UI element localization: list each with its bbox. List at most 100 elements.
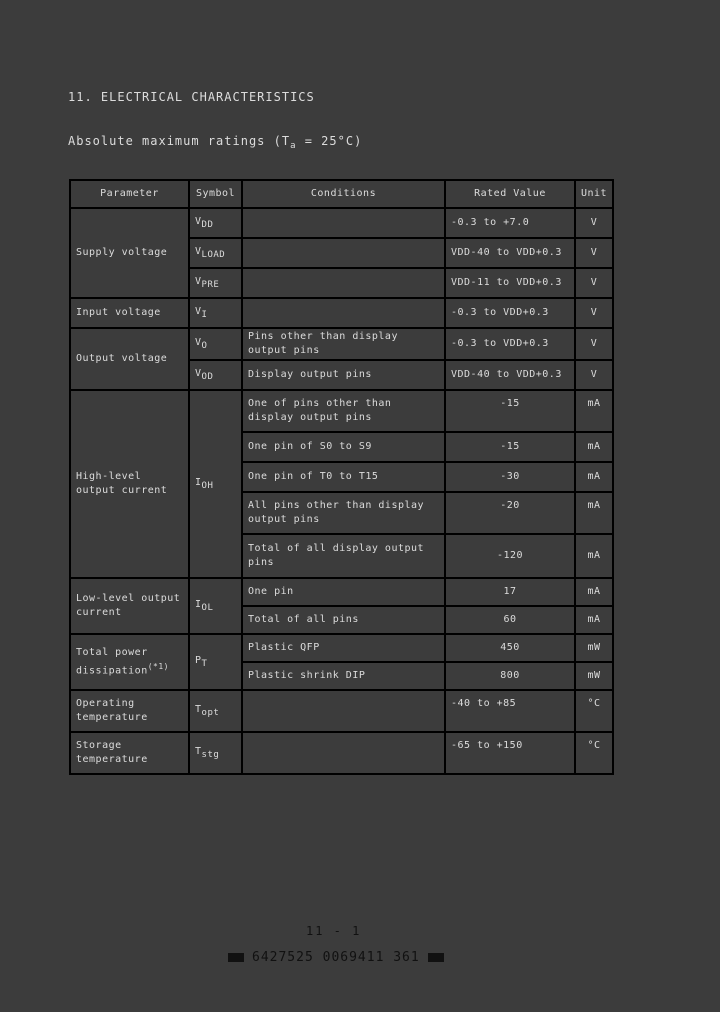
symbol-cell: Tstg xyxy=(188,731,243,775)
value-cell: -65 to +150 xyxy=(444,731,576,775)
header-parameter: Parameter xyxy=(69,179,190,209)
unit-cell: mA xyxy=(573,461,615,493)
unit-cell: °C xyxy=(573,731,615,775)
table-row: Total power dissipation(*1) PT Plastic Q… xyxy=(69,633,615,691)
table-row: Operating temperature Topt -40 to +85 °C xyxy=(69,689,615,733)
value-cell: -15 xyxy=(444,389,576,433)
cond-cell xyxy=(241,731,446,775)
value-cell: VDD-40 to VDD+0.3 xyxy=(444,237,576,269)
unit-cell: V xyxy=(573,237,615,269)
table-row: All pins other than display output pins … xyxy=(70,491,615,535)
unit-cell: V xyxy=(573,297,615,329)
symbol-cell: VOD xyxy=(188,359,243,391)
unit-cell: mA xyxy=(573,577,615,607)
cond-cell xyxy=(241,237,446,269)
symbol-cell: Topt xyxy=(188,689,243,733)
param-cell: Input voltage xyxy=(69,297,190,329)
cond-cell: All pins other than display output pins xyxy=(241,491,446,535)
cond-cell: One pin xyxy=(241,577,446,607)
unit-cell: mA xyxy=(573,491,615,535)
value-cell: VDD-11 to VDD+0.3 xyxy=(444,267,576,299)
cond-cell: Total of all pins xyxy=(241,605,446,635)
page-number: 11 - 1 xyxy=(306,924,362,938)
header-unit: Unit xyxy=(573,179,615,209)
value-cell: VDD-40 to VDD+0.3 xyxy=(444,359,576,391)
symbol-cell: IOH xyxy=(188,389,243,579)
table-row: Input voltage VI -0.3 to VDD+0.3 V xyxy=(69,297,615,329)
section-title: 11. ELECTRICAL CHARACTERISTICS xyxy=(68,90,315,104)
table-caption: Absolute maximum ratings (Ta = 25°C) xyxy=(68,134,363,151)
value-cell: -120 xyxy=(444,533,576,579)
value-cell: 60 xyxy=(444,605,576,635)
value-cell: -0.3 to +7.0 xyxy=(444,207,576,239)
cond-cell: One pin of S0 to S9 xyxy=(241,431,446,463)
table-row: VPRE VDD-11 to VDD+0.3 V xyxy=(70,267,615,299)
cond-cell xyxy=(241,207,446,239)
unit-cell: mA xyxy=(573,389,615,433)
value-cell: -40 to +85 xyxy=(444,689,576,733)
unit-cell: V xyxy=(573,359,615,391)
symbol-cell: VDD xyxy=(188,207,243,239)
value-cell: -15 xyxy=(444,431,576,463)
param-cell: Low-level output current xyxy=(69,577,190,635)
table-row: Plastic shrink DIP 800 mW xyxy=(70,661,615,691)
value-cell: -0.3 to VDD+0.3 xyxy=(444,297,576,329)
symbol-cell: PT xyxy=(188,633,243,691)
table-row: VOD Display output pins VDD-40 to VDD+0.… xyxy=(70,359,615,391)
header-conditions: Conditions xyxy=(241,179,446,209)
value-cell: 450 xyxy=(444,633,576,663)
cond-cell: One of pins other than display output pi… xyxy=(241,389,446,433)
symbol-cell: VLOAD xyxy=(188,237,243,269)
barcode-block-right xyxy=(427,953,444,962)
value-cell: 800 xyxy=(444,661,576,691)
cond-cell: One pin of T0 to T15 xyxy=(241,461,446,493)
table-row: Total of all display output pins -120 mA xyxy=(70,533,615,579)
param-cell: High-level output current xyxy=(69,389,190,579)
value-cell: 17 xyxy=(444,577,576,607)
unit-cell: mA xyxy=(573,605,615,635)
param-cell: Supply voltage xyxy=(69,207,190,299)
table-row: Storage temperature Tstg -65 to +150 °C xyxy=(69,731,615,775)
cond-cell: Total of all display output pins xyxy=(241,533,446,579)
unit-cell: V xyxy=(573,327,615,361)
value-cell: -20 xyxy=(444,491,576,535)
cond-cell: Pins other than display output pins xyxy=(241,327,446,361)
table-row: One pin of S0 to S9 -15 mA xyxy=(70,431,615,463)
unit-cell: V xyxy=(573,207,615,239)
table-row: Low-level output current IOL One pin 17 … xyxy=(69,577,615,635)
table-row: Total of all pins 60 mA xyxy=(70,605,615,635)
param-cell: Operating temperature xyxy=(69,689,190,733)
cond-cell xyxy=(241,297,446,329)
cond-cell: Display output pins xyxy=(241,359,446,391)
header-symbol: Symbol xyxy=(188,179,243,209)
unit-cell: V xyxy=(573,267,615,299)
cond-cell xyxy=(241,267,446,299)
barcode-strip: 6427525 0069411 361 xyxy=(228,950,444,965)
symbol-cell: VO xyxy=(188,327,243,361)
unit-cell: °C xyxy=(573,689,615,733)
value-cell: -0.3 to VDD+0.3 xyxy=(444,327,576,361)
unit-cell: mA xyxy=(573,533,615,579)
header-row: Parameter Symbol Conditions Rated Value … xyxy=(69,179,615,209)
cond-cell xyxy=(241,689,446,733)
param-cell: Storage temperature xyxy=(69,731,190,775)
table-row: High-level output current IOH One of pin… xyxy=(69,389,615,579)
symbol-cell: VI xyxy=(188,297,243,329)
barcode-text: 6427525 0069411 361 xyxy=(252,950,420,965)
value-cell: -30 xyxy=(444,461,576,493)
symbol-cell: VPRE xyxy=(188,267,243,299)
table-row: Output voltage VO Pins other than displa… xyxy=(69,327,615,391)
cond-cell: Plastic QFP xyxy=(241,633,446,663)
symbol-cell: IOL xyxy=(188,577,243,635)
barcode-block-left xyxy=(228,953,244,962)
unit-cell: mA xyxy=(573,431,615,463)
unit-cell: mW xyxy=(573,633,615,663)
param-cell: Output voltage xyxy=(69,327,190,391)
table-row: Supply voltage VDD -0.3 to +7.0 V xyxy=(69,207,615,299)
table-row: One pin of T0 to T15 -30 mA xyxy=(70,461,615,493)
param-cell: Total power dissipation(*1) xyxy=(69,633,190,691)
unit-cell: mW xyxy=(573,661,615,691)
header-rated-value: Rated Value xyxy=(444,179,576,209)
absolute-max-ratings-table: Parameter Symbol Conditions Rated Value … xyxy=(69,179,615,775)
cond-cell: Plastic shrink DIP xyxy=(241,661,446,691)
